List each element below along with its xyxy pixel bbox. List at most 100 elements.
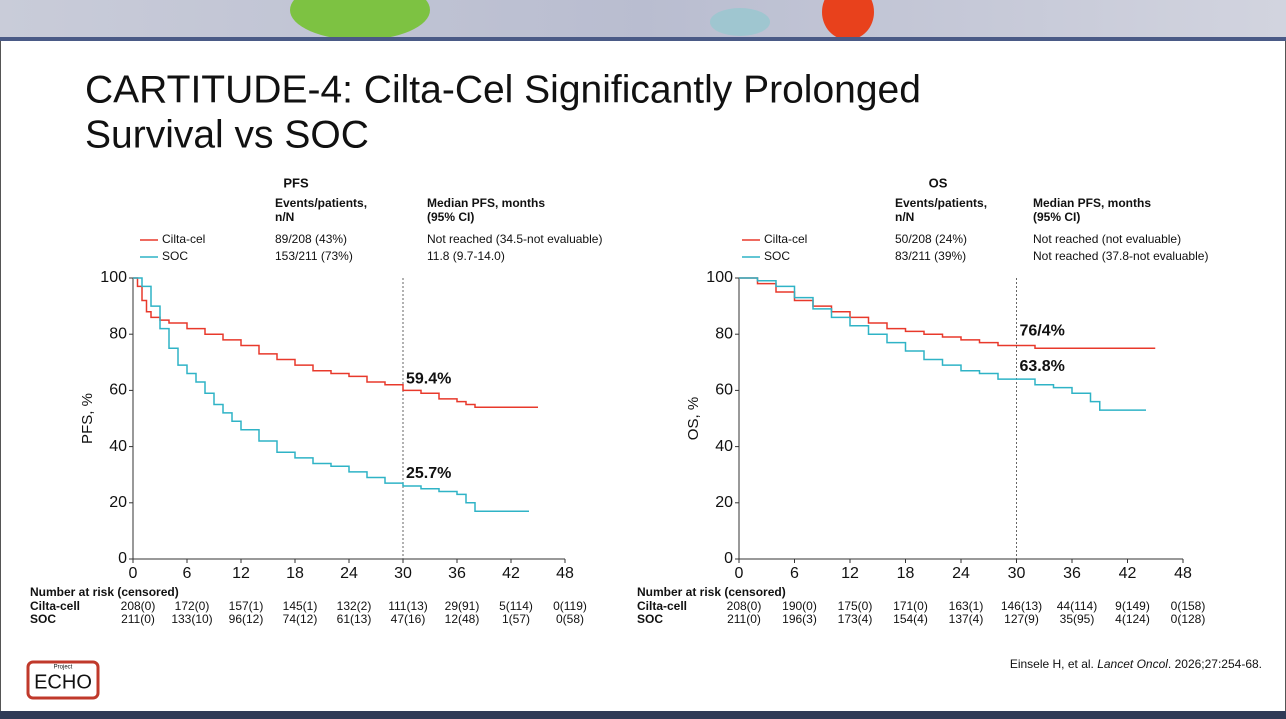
risk-value: 4(124) xyxy=(1115,612,1150,626)
y-tick-label: 0 xyxy=(724,550,733,567)
x-tick-label: 24 xyxy=(952,565,970,582)
risk-value: 0(119) xyxy=(553,599,587,613)
header-rule xyxy=(0,37,1286,41)
y-tick-label: 80 xyxy=(715,325,733,342)
risk-row-label: Cilta-cell xyxy=(30,599,80,613)
risk-value: 133(10) xyxy=(171,612,212,626)
x-tick-label: 48 xyxy=(1174,565,1192,582)
risk-row-label: SOC xyxy=(30,612,56,626)
header-median: (95% CI) xyxy=(427,210,474,224)
y-tick-label: 40 xyxy=(715,438,733,455)
risk-value: 157(1) xyxy=(229,599,264,613)
y-axis-label: PFS, % xyxy=(79,393,96,444)
x-tick-label: 42 xyxy=(502,565,520,582)
slide-title-continued: Survival vs SOC xyxy=(85,113,369,156)
risk-value: 0(58) xyxy=(556,612,584,626)
risk-value: 173(4) xyxy=(838,612,873,626)
slide-title: CARTITUDE-4: Cilta-Cel Significantly Pro… xyxy=(85,68,921,111)
risk-value: 190(0) xyxy=(782,599,817,613)
survival-curve xyxy=(739,277,1146,411)
logo-small: Project xyxy=(54,665,73,671)
legend-events: 83/211 (39%) xyxy=(895,249,966,263)
legend-median: Not reached (34.5-not evaluable) xyxy=(427,232,602,246)
x-tick-label: 12 xyxy=(841,565,859,582)
annotation: 63.8% xyxy=(1020,358,1065,375)
y-tick-label: 0 xyxy=(118,550,127,567)
x-tick-label: 48 xyxy=(556,565,574,582)
risk-value: 47(16) xyxy=(391,612,426,626)
header-band xyxy=(0,0,1286,38)
annotation: 76/4% xyxy=(1020,323,1065,340)
risk-value: 127(9) xyxy=(1004,612,1039,626)
risk-value: 12(48) xyxy=(445,612,480,626)
x-tick-label: 42 xyxy=(1119,565,1137,582)
x-tick-label: 30 xyxy=(394,565,412,582)
x-tick-label: 36 xyxy=(1063,565,1081,582)
legend-median: Not reached (not evaluable) xyxy=(1033,232,1181,246)
annotation: 59.4% xyxy=(406,370,451,387)
y-tick-label: 60 xyxy=(109,382,127,399)
header-events: n/N xyxy=(895,210,914,224)
y-tick-label: 100 xyxy=(100,269,127,286)
legend-label: Cilta-cel xyxy=(162,232,205,246)
x-tick-label: 24 xyxy=(340,565,358,582)
legend-events: 153/211 (73%) xyxy=(275,249,353,263)
header-median: Median PFS, months xyxy=(427,196,545,210)
y-tick-label: 80 xyxy=(109,325,127,342)
risk-value: 111(13) xyxy=(388,599,428,613)
chart-title: OS xyxy=(929,175,948,190)
y-tick-label: 20 xyxy=(715,494,733,511)
risk-value: 196(3) xyxy=(782,612,817,626)
risk-value: 145(1) xyxy=(283,599,318,613)
legend-median: Not reached (37.8-not evaluable) xyxy=(1033,249,1208,263)
survival-curve xyxy=(133,277,538,409)
x-tick-label: 30 xyxy=(1008,565,1026,582)
risk-value: 74(12) xyxy=(283,612,318,626)
header-events: Events/patients, xyxy=(895,196,987,210)
logo-text: ECHO xyxy=(34,671,92,693)
risk-value: 208(0) xyxy=(121,599,156,613)
risk-value: 61(13) xyxy=(337,612,372,626)
legend-events: 89/208 (43%) xyxy=(275,232,347,246)
risk-value: 132(2) xyxy=(337,599,372,613)
x-tick-label: 6 xyxy=(183,565,192,582)
header-decoration xyxy=(822,0,874,40)
risk-value: 44(114) xyxy=(1057,599,1097,613)
risk-value: 29(91) xyxy=(445,599,480,613)
y-tick-label: 60 xyxy=(715,382,733,399)
x-tick-label: 12 xyxy=(232,565,250,582)
risk-value: 211(0) xyxy=(121,612,155,626)
header-median: Median PFS, months xyxy=(1033,196,1151,210)
legend-median: 11.8 (9.7-14.0) xyxy=(427,249,505,263)
risk-value: 175(0) xyxy=(838,599,873,613)
risk-value: 5(114) xyxy=(499,599,533,613)
chart-title: PFS xyxy=(283,175,309,190)
x-tick-label: 0 xyxy=(735,565,744,582)
citation-text: . 2026;27:254-68. xyxy=(1168,657,1262,671)
header-events: Events/patients, xyxy=(275,196,367,210)
risk-value: 171(0) xyxy=(893,599,928,613)
risk-value: 208(0) xyxy=(727,599,762,613)
risk-value: 0(158) xyxy=(1171,599,1206,613)
risk-value: 154(4) xyxy=(893,612,928,626)
y-tick-label: 40 xyxy=(109,438,127,455)
x-tick-label: 0 xyxy=(129,565,138,582)
logo-frame xyxy=(26,660,100,700)
risk-value: 96(12) xyxy=(229,612,264,626)
legend-label: SOC xyxy=(162,249,188,263)
y-tick-label: 100 xyxy=(706,269,733,286)
x-tick-label: 18 xyxy=(897,565,915,582)
risk-value: 146(13) xyxy=(1001,599,1042,613)
footer-band xyxy=(0,711,1286,719)
header-decoration xyxy=(710,8,770,36)
x-tick-label: 6 xyxy=(790,565,799,582)
logo: Project ECHO xyxy=(26,660,100,700)
risk-table-title: Number at risk (censored) xyxy=(637,585,786,599)
risk-value: 137(4) xyxy=(949,612,984,626)
citation-journal: Lancet Oncol xyxy=(1097,657,1168,671)
header-decoration xyxy=(290,0,430,40)
risk-row-label: SOC xyxy=(637,612,663,626)
header-events: n/N xyxy=(275,210,294,224)
x-tick-label: 18 xyxy=(286,565,304,582)
